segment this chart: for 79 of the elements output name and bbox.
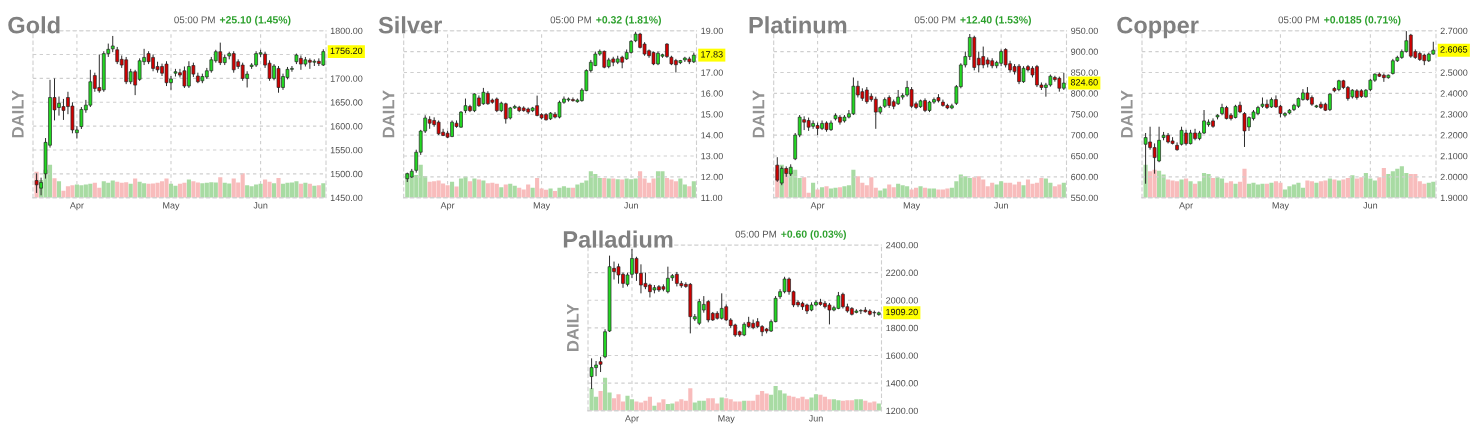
x-tick-label: May xyxy=(903,202,921,211)
x-tick-label: Apr xyxy=(69,202,84,211)
x-tick-label: Jun xyxy=(994,202,1008,209)
y-tick-label: 1650.00 xyxy=(330,99,363,106)
chart-title: Copper xyxy=(1117,16,1199,39)
text: 1756.20 xyxy=(330,47,363,55)
text: 17.83 xyxy=(701,51,723,58)
y-tick-label: 2000.00 xyxy=(886,297,918,304)
y-tick-label: 2.3000 xyxy=(1440,111,1468,118)
y-tick-label: 650.00 xyxy=(1071,152,1098,160)
x-tick-label: Apr xyxy=(810,202,825,211)
y-tick-label: 550.00 xyxy=(1071,194,1098,202)
text: 824.60 xyxy=(1070,79,1098,86)
y-tick-label: 1500.00 xyxy=(330,170,363,178)
chart-title: Palladium xyxy=(563,230,673,248)
y-tick-label: 1800.00 xyxy=(886,324,918,332)
text: 2.6065 xyxy=(1440,46,1468,53)
y-tick-label: 1450.00 xyxy=(330,194,363,202)
x-tick-label: Apr xyxy=(440,202,455,211)
x-tick-label: Jun xyxy=(624,202,638,209)
y-tick-label: 2.7000 xyxy=(1440,27,1468,35)
text: +0.32 (1.81%) xyxy=(596,15,661,26)
y-tick-label: 2.5000 xyxy=(1440,69,1468,76)
text: +0.60 (0.03%) xyxy=(781,230,846,240)
y-tick-label: 600.00 xyxy=(1071,173,1098,181)
y-tick-label: 750.00 xyxy=(1071,111,1098,118)
y-tick-label: 1700.00 xyxy=(330,75,363,82)
text: 05:00 PM xyxy=(1278,16,1319,24)
y-tick-label: 19.00 xyxy=(701,27,723,35)
y-tick-label: 2.4000 xyxy=(1440,90,1468,97)
y-tick-label: 1.9000 xyxy=(1440,194,1468,202)
x-tick-label: Apr xyxy=(1179,202,1193,211)
y-axis-title: DAILY xyxy=(752,90,765,138)
x-tick-label: May xyxy=(533,202,551,211)
text: 05:00 PM xyxy=(174,16,215,24)
y-tick-label: 15.00 xyxy=(701,111,723,118)
y-tick-label: 1400.00 xyxy=(886,380,918,387)
chart-title: Platinum xyxy=(749,16,847,34)
y-tick-label: 800.00 xyxy=(1071,90,1098,97)
y-tick-label: 2.0000 xyxy=(1440,173,1468,181)
y-tick-label: 2200.00 xyxy=(886,269,918,276)
y-tick-label: 1600.00 xyxy=(330,123,363,130)
y-tick-label: 11.00 xyxy=(701,194,723,202)
text: 05:00 PM xyxy=(550,16,591,24)
y-tick-label: 850.00 xyxy=(1071,69,1098,76)
y-axis-title: DAILY xyxy=(1121,90,1133,138)
x-tick-label: May xyxy=(1272,202,1289,211)
y-tick-label: 2400.00 xyxy=(886,241,918,249)
y-tick-label: 950.00 xyxy=(1071,27,1098,35)
y-tick-label: 1200.00 xyxy=(886,407,918,415)
y-tick-label: 2.1000 xyxy=(1440,152,1468,160)
text: 05:00 PM xyxy=(735,230,776,238)
y-tick-label: 2.2000 xyxy=(1440,132,1468,139)
x-tick-label: May xyxy=(163,202,180,211)
x-tick-label: Jun xyxy=(1363,202,1378,209)
text: +12.40 (1.53%) xyxy=(960,15,1031,26)
y-tick-label: 1550.00 xyxy=(330,146,363,154)
y-tick-label: 17.00 xyxy=(701,69,723,76)
y-tick-label: 13.00 xyxy=(701,152,723,160)
y-tick-label: 16.00 xyxy=(701,90,723,97)
text: 1909.20 xyxy=(886,308,918,316)
y-tick-label: 14.00 xyxy=(701,132,723,139)
chart-title: Silver xyxy=(378,16,442,34)
x-tick-label: May xyxy=(718,415,735,424)
chart-title: Gold xyxy=(8,16,60,34)
y-tick-label: 900.00 xyxy=(1071,48,1098,55)
x-tick-label: Jun xyxy=(253,202,268,209)
y-tick-label: 1800.00 xyxy=(330,27,363,35)
y-tick-label: 1600.00 xyxy=(886,352,918,359)
text: +0.0185 (0.71%) xyxy=(1324,15,1401,26)
y-axis-title: DAILY xyxy=(12,90,24,138)
text: 05:00 PM xyxy=(914,16,956,24)
y-axis-title: DAILY xyxy=(567,303,579,351)
y-axis-title: DAILY xyxy=(382,90,395,138)
y-tick-label: 700.00 xyxy=(1071,132,1098,139)
y-tick-label: 12.00 xyxy=(701,173,723,181)
text: +25.10 (1.45%) xyxy=(219,15,291,26)
x-tick-label: Apr xyxy=(624,415,639,424)
x-tick-label: Jun xyxy=(808,415,823,422)
